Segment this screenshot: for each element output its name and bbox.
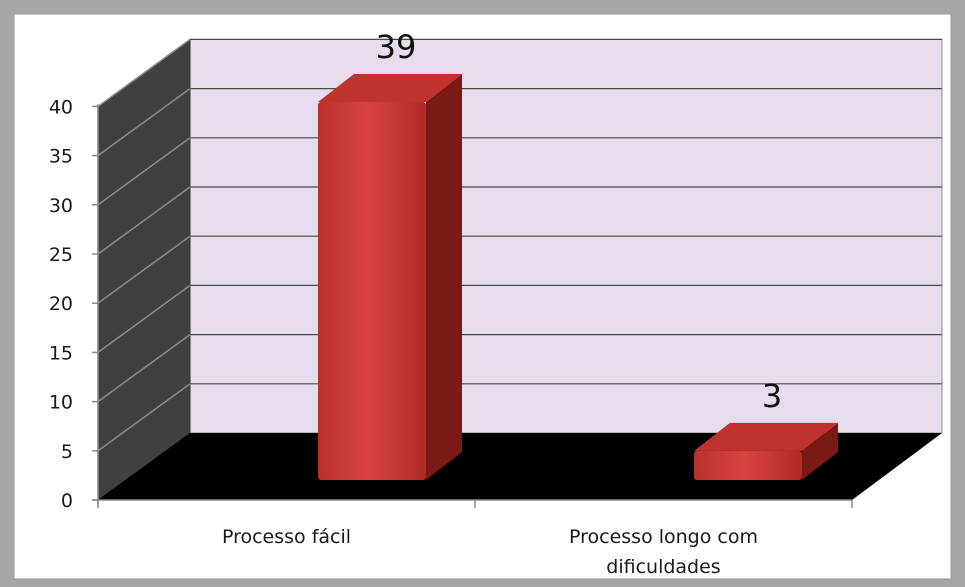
x-tick-label: dificuldades — [606, 556, 720, 578]
y-tick-label: 25 — [49, 244, 73, 266]
side-gridline — [97, 333, 191, 403]
bar-top-face — [694, 422, 838, 451]
y-tick-label: 0 — [61, 490, 73, 512]
axes — [92, 104, 853, 508]
side-gridline — [97, 87, 191, 157]
y-tick-label: 40 — [49, 96, 73, 118]
side-gridline — [97, 38, 191, 108]
bar-front-face — [694, 450, 802, 480]
y-tick-label: 20 — [49, 293, 73, 315]
data-labels: 39 3 — [376, 28, 783, 415]
bar — [694, 422, 838, 480]
side-gridline — [97, 186, 191, 255]
x-axis-tick-labels: Processo fácil Processo longo com dificuld… — [222, 526, 758, 578]
side-gridline — [97, 284, 191, 354]
bars — [318, 74, 838, 480]
data-label: 39 — [376, 28, 417, 66]
y-tick-label: 15 — [49, 342, 73, 364]
y-axis-tick-labels: 0 5 10 15 20 25 30 35 40 — [49, 96, 73, 512]
bar-side-face — [802, 422, 838, 480]
y-tick-label: 10 — [49, 392, 73, 414]
bar-side-face — [426, 74, 462, 480]
side-gridline — [97, 235, 191, 304]
x-tick-label: Processo longo com — [569, 526, 758, 548]
gridlines — [97, 38, 942, 452]
side-gridline — [97, 383, 191, 452]
data-label: 3 — [762, 377, 782, 415]
bar-front-face — [318, 102, 426, 480]
y-tick-label: 5 — [61, 441, 73, 463]
x-tick-label: Processo fácil — [222, 526, 351, 548]
side-gridline — [97, 137, 191, 206]
y-tick-label: 30 — [49, 195, 73, 217]
y-tick-label: 35 — [49, 146, 73, 168]
bar-top-face — [318, 74, 462, 102]
bar — [318, 74, 462, 480]
